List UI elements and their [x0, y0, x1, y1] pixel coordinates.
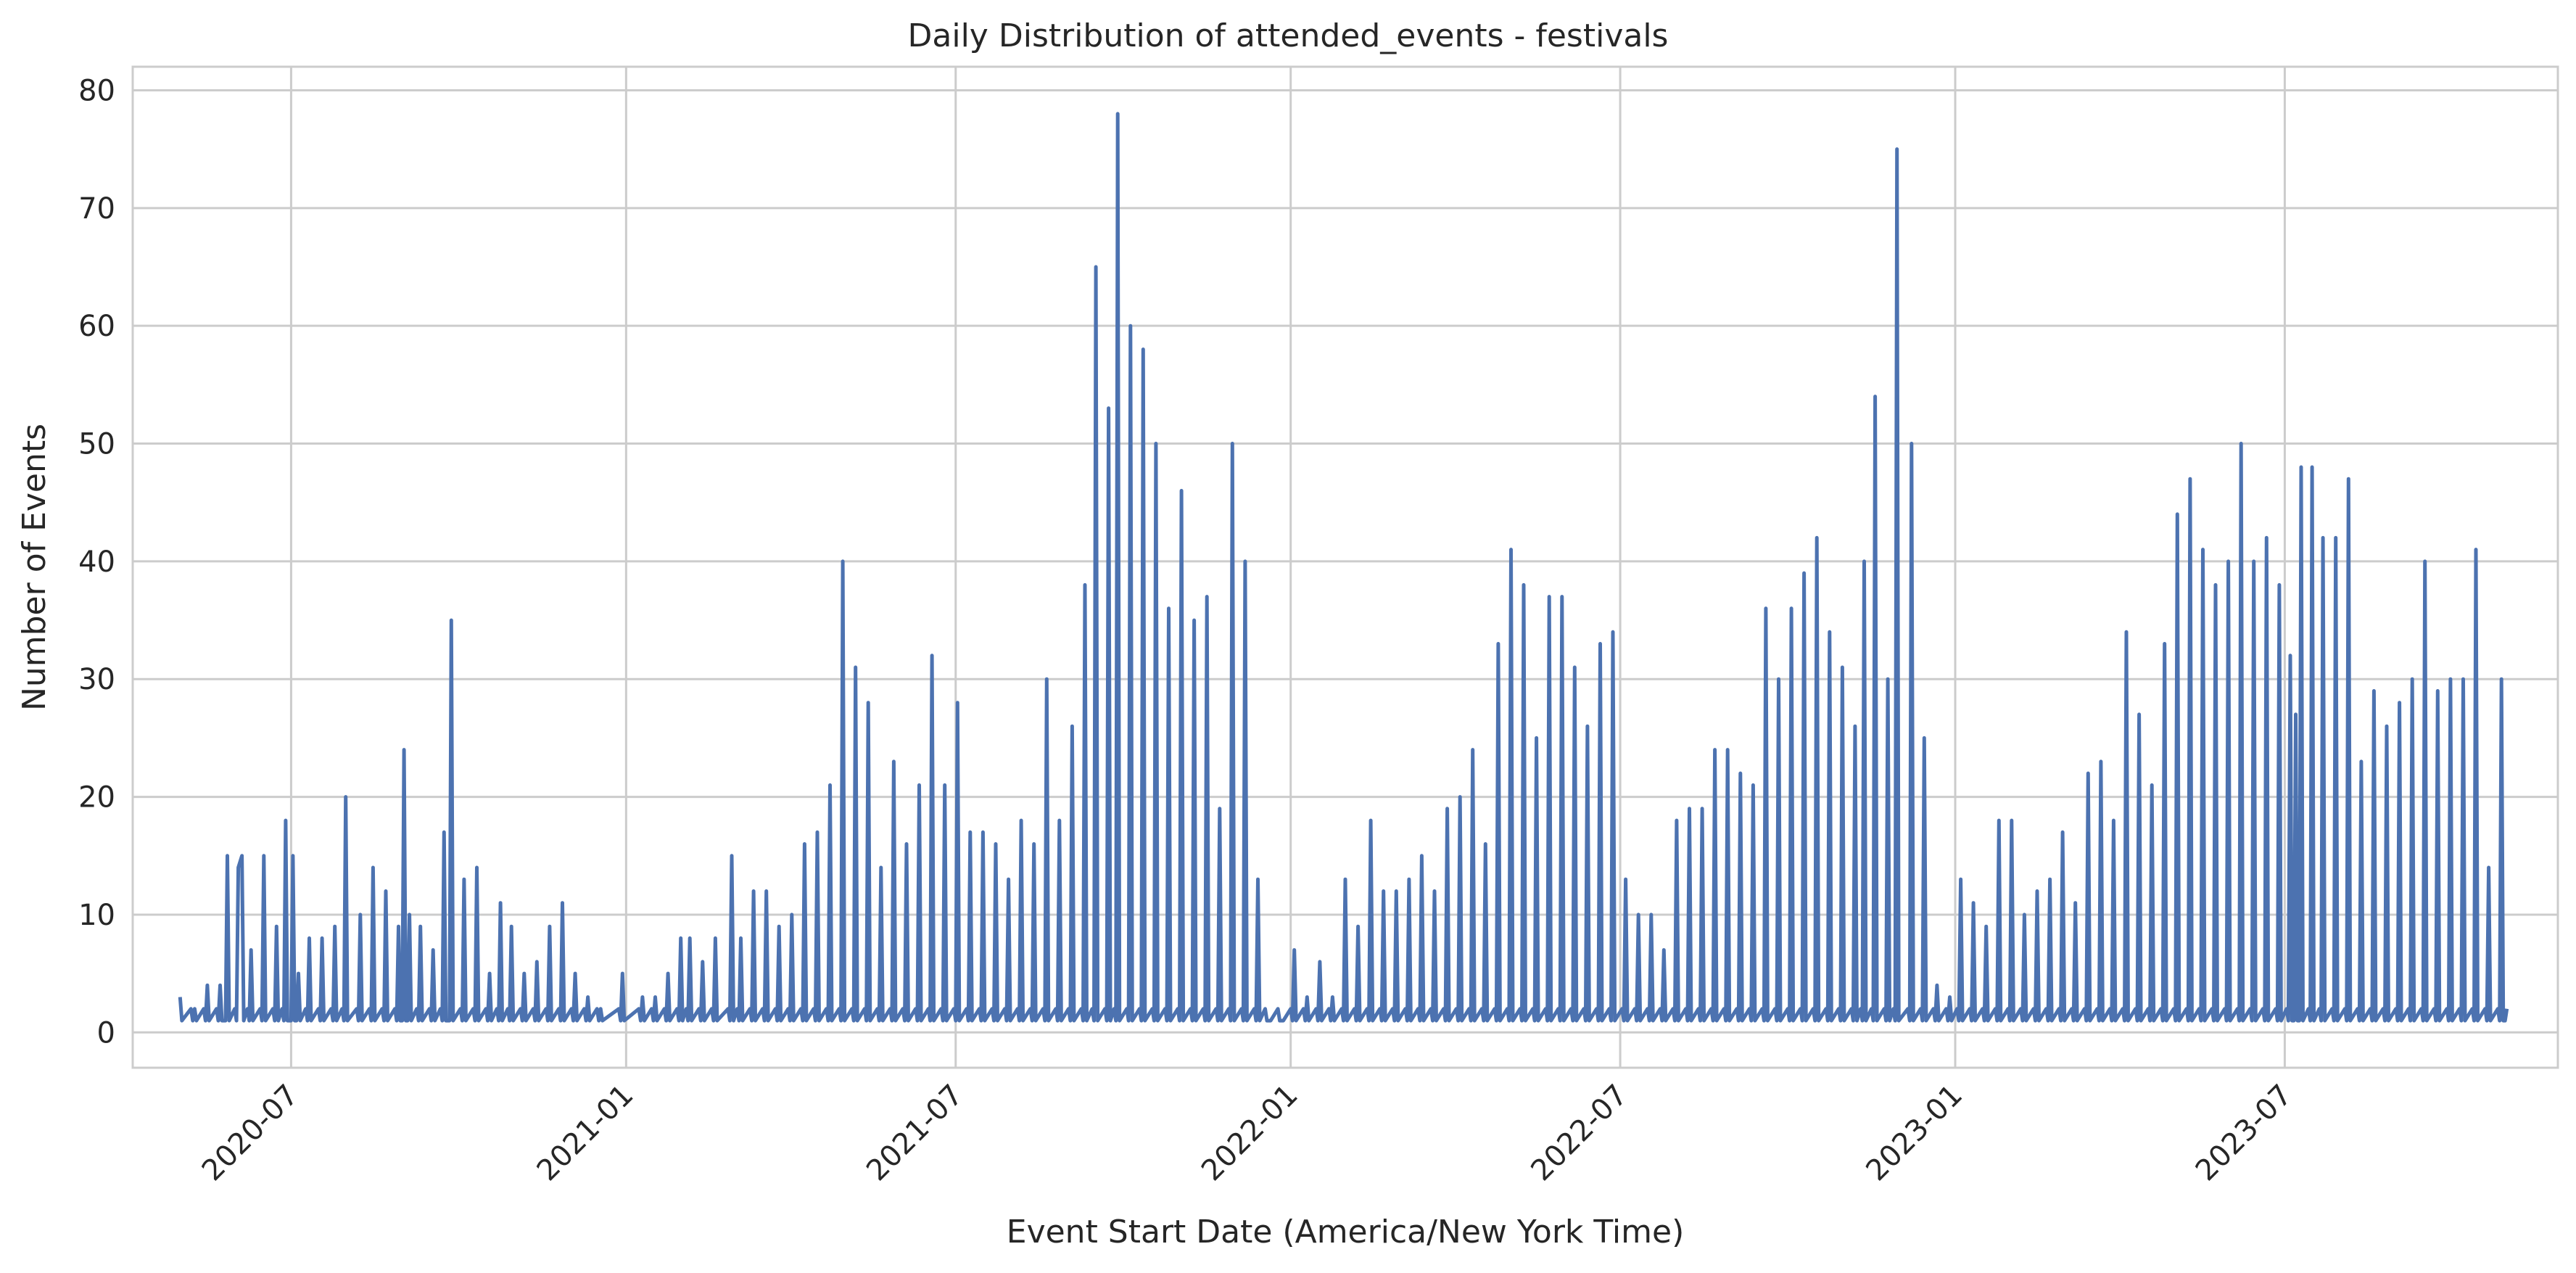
grid — [133, 67, 2558, 1068]
y-tick-label: 30 — [78, 663, 115, 696]
plot-frame — [131, 65, 2559, 1069]
x-tick-label: 2023-01 — [1859, 1079, 1969, 1188]
y-tick-label: 50 — [78, 428, 115, 461]
x-tick-label: 2021-07 — [860, 1079, 970, 1188]
x-tick-label: 2022-07 — [1524, 1079, 1634, 1188]
x-tick-label: 2020-07 — [196, 1079, 305, 1188]
y-tick-label: 0 — [97, 1016, 115, 1050]
x-tick-label: 2021-01 — [531, 1079, 640, 1188]
y-tick-label: 80 — [78, 74, 115, 107]
x-tick-label: 2023-07 — [2189, 1079, 2299, 1188]
series-line — [178, 112, 2509, 1023]
chart-title: Daily Distribution of attended_events - … — [908, 17, 1669, 54]
y-tick-label: 20 — [78, 781, 115, 815]
y-tick-label: 10 — [78, 899, 115, 932]
y-tick-label: 70 — [78, 192, 115, 226]
y-axis-label: Number of Events — [16, 424, 53, 711]
x-tick-label: 2022-01 — [1195, 1079, 1305, 1188]
x-axis-label: Event Start Date (America/New York Time) — [1007, 1214, 1684, 1251]
y-tick-label: 40 — [78, 545, 115, 579]
y-axis-ticks: 0 10 20 30 40 50 60 70 80 — [78, 74, 115, 1050]
series-group — [178, 112, 2509, 1023]
x-axis-ticks: 2020-07 2021-01 2021-07 2022-01 2022-07 2023-… — [196, 1079, 2299, 1188]
y-tick-label: 60 — [78, 310, 115, 343]
